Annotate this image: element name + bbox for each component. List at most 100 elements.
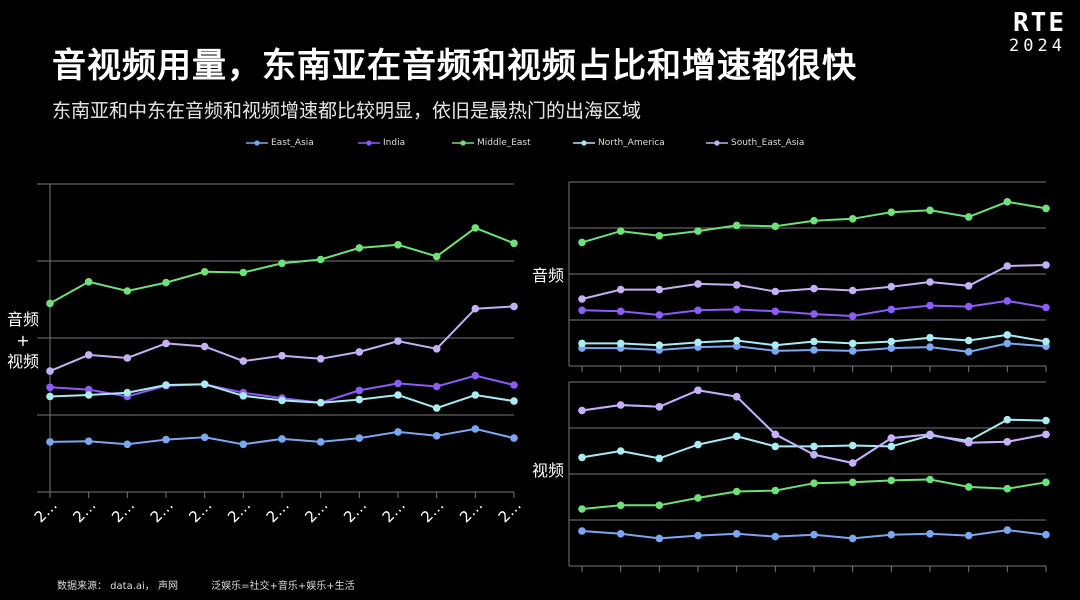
- data-point: [964, 213, 973, 221]
- data-point: [355, 434, 364, 442]
- data-point: [771, 486, 780, 495]
- data-point: [394, 391, 402, 399]
- data-point: [394, 337, 402, 345]
- data-point: [655, 285, 664, 294]
- data-point: [887, 530, 896, 539]
- data-point: [200, 380, 209, 389]
- data-point: [926, 343, 934, 351]
- data-point: [964, 483, 973, 491]
- footer: 数据来源： data.ai， 声网 泛娱乐=社交+音乐+娱乐+生活: [57, 577, 385, 592]
- data-point: [46, 299, 54, 308]
- data-point: [578, 295, 586, 303]
- data-point: [123, 440, 132, 449]
- data-source-note: 数据来源： data.ai， 声网: [57, 581, 178, 592]
- data-point: [810, 346, 818, 354]
- data-point: [771, 430, 780, 439]
- page-subtitle: 东南亚和中东在音频和视频增速都比较明显，依旧是最热门的出海区域: [52, 100, 642, 122]
- data-point: [810, 479, 818, 488]
- data-point: [394, 428, 402, 436]
- rte-logo: RTE 2024: [1009, 8, 1066, 56]
- data-point: [316, 398, 325, 407]
- legend-marker-icon: [706, 140, 728, 146]
- legend-item-east-asia: East_Asia: [246, 138, 314, 148]
- data-point: [578, 527, 586, 535]
- data-point: [887, 282, 896, 291]
- data-point: [732, 342, 741, 351]
- x-tick-label: 2…: [263, 496, 293, 526]
- data-point: [84, 278, 93, 286]
- data-point: [732, 221, 741, 230]
- data-point: [732, 530, 741, 538]
- data-point: [694, 494, 702, 502]
- data-point: [578, 238, 586, 247]
- data-point: [616, 285, 625, 294]
- data-point: [616, 501, 625, 510]
- data-point: [578, 505, 586, 513]
- data-point: [1003, 262, 1012, 270]
- data-point: [510, 239, 518, 248]
- data-point: [84, 351, 93, 359]
- data-point: [432, 345, 441, 353]
- data-point: [694, 280, 702, 288]
- data-point: [964, 531, 973, 540]
- data-point: [355, 395, 364, 404]
- data-point: [694, 338, 702, 347]
- data-point: [964, 438, 973, 447]
- data-point: [926, 430, 934, 439]
- data-point: [810, 284, 818, 293]
- data-point: [46, 392, 54, 401]
- data-point: [810, 216, 818, 225]
- legend-label: Middle_East: [477, 138, 531, 148]
- data-point: [771, 347, 780, 355]
- data-point: [1003, 331, 1012, 339]
- legend-marker-icon: [452, 140, 474, 146]
- data-point: [510, 381, 518, 389]
- data-point: [239, 357, 248, 365]
- data-point: [732, 305, 741, 314]
- data-point: [578, 406, 586, 415]
- x-tick-label: 2…: [379, 496, 409, 526]
- data-point: [771, 307, 780, 316]
- data-point: [732, 281, 741, 289]
- data-point: [887, 476, 896, 485]
- data-point: [278, 435, 286, 443]
- data-point: [926, 530, 934, 538]
- definition-note: 泛娱乐=社交+音乐+娱乐+生活: [211, 581, 355, 592]
- x-tick-label: 2…: [495, 496, 525, 526]
- data-point: [355, 348, 364, 356]
- data-point: [616, 307, 625, 316]
- data-point: [926, 333, 934, 342]
- data-point: [239, 268, 248, 277]
- legend-label: North_America: [598, 138, 665, 148]
- data-point: [810, 450, 818, 459]
- data-point: [887, 434, 896, 442]
- data-point: [471, 304, 480, 313]
- data-point: [123, 287, 132, 295]
- data-point: [848, 215, 857, 223]
- data-point: [578, 453, 586, 462]
- data-point: [848, 534, 857, 543]
- logo-text: RTE: [1013, 8, 1066, 38]
- data-point: [655, 454, 664, 463]
- data-point: [1003, 198, 1012, 206]
- legend-label: East_Asia: [271, 138, 314, 148]
- data-point: [771, 532, 780, 541]
- logo-year: 2024: [1009, 36, 1066, 56]
- data-point: [1042, 478, 1050, 487]
- data-point: [848, 312, 857, 320]
- data-point: [46, 383, 54, 392]
- data-point: [162, 435, 170, 444]
- data-point: [510, 397, 518, 405]
- data-point: [471, 391, 480, 399]
- chart-legend: East_Asia India Middle_East North_Americ…: [0, 138, 1080, 158]
- data-point: [810, 442, 818, 451]
- data-point: [1042, 430, 1050, 439]
- series-line-south-east-asia: [49, 305, 515, 373]
- legend-marker-icon: [358, 140, 380, 146]
- x-tick-label: 2…: [301, 496, 331, 526]
- legend-item-south-east-asia: South_East_Asia: [706, 138, 804, 148]
- data-point: [316, 355, 325, 363]
- data-point: [732, 432, 741, 441]
- data-point: [655, 501, 664, 510]
